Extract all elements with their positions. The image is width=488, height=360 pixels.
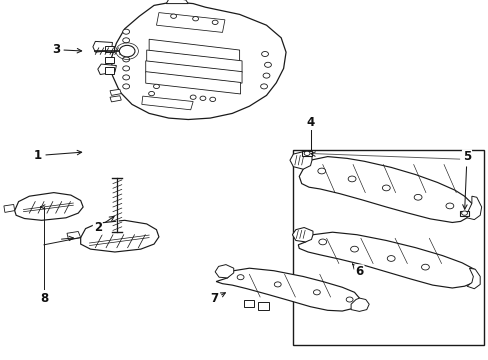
Circle shape xyxy=(318,239,326,245)
Bar xyxy=(104,46,114,52)
Polygon shape xyxy=(302,151,311,156)
Polygon shape xyxy=(145,61,242,83)
Polygon shape xyxy=(67,231,81,239)
Circle shape xyxy=(346,297,352,302)
Circle shape xyxy=(421,264,428,270)
Polygon shape xyxy=(145,72,240,94)
Polygon shape xyxy=(93,41,112,52)
Polygon shape xyxy=(110,96,121,102)
Polygon shape xyxy=(292,228,312,242)
Circle shape xyxy=(190,95,196,99)
Circle shape xyxy=(264,62,271,67)
Polygon shape xyxy=(156,13,224,32)
Circle shape xyxy=(122,38,129,43)
Circle shape xyxy=(263,73,269,78)
Bar xyxy=(293,150,483,345)
Text: 7: 7 xyxy=(210,292,225,305)
Polygon shape xyxy=(459,211,468,216)
Circle shape xyxy=(237,275,244,280)
Polygon shape xyxy=(216,268,359,311)
Circle shape xyxy=(413,194,421,200)
Text: 4: 4 xyxy=(306,116,314,129)
Circle shape xyxy=(313,290,320,295)
Circle shape xyxy=(153,84,159,89)
Polygon shape xyxy=(215,265,233,278)
Circle shape xyxy=(382,185,389,191)
Polygon shape xyxy=(466,196,481,220)
Circle shape xyxy=(122,47,129,52)
Polygon shape xyxy=(289,152,311,169)
Polygon shape xyxy=(146,50,242,72)
Polygon shape xyxy=(15,193,83,220)
Bar xyxy=(104,67,114,74)
Circle shape xyxy=(122,29,129,34)
Circle shape xyxy=(122,84,129,89)
Polygon shape xyxy=(98,64,116,75)
Polygon shape xyxy=(81,220,159,252)
Circle shape xyxy=(212,20,218,24)
Polygon shape xyxy=(111,2,285,120)
Polygon shape xyxy=(166,0,188,4)
Circle shape xyxy=(200,96,205,100)
Circle shape xyxy=(119,45,135,57)
Polygon shape xyxy=(110,89,121,95)
Polygon shape xyxy=(298,232,476,288)
Circle shape xyxy=(274,282,281,287)
Circle shape xyxy=(192,17,198,21)
Circle shape xyxy=(347,176,355,182)
Circle shape xyxy=(122,57,129,62)
Polygon shape xyxy=(149,39,239,62)
Text: 8: 8 xyxy=(40,292,48,305)
Circle shape xyxy=(445,203,453,209)
Circle shape xyxy=(209,97,215,102)
Polygon shape xyxy=(350,298,368,311)
Text: 3: 3 xyxy=(52,43,81,56)
Bar xyxy=(104,57,114,63)
Text: 5: 5 xyxy=(462,150,470,209)
Bar xyxy=(243,300,254,307)
Polygon shape xyxy=(4,204,15,212)
Circle shape xyxy=(170,14,176,18)
Text: 2: 2 xyxy=(94,216,114,234)
Circle shape xyxy=(261,51,268,57)
Circle shape xyxy=(350,246,358,252)
Text: 1: 1 xyxy=(34,149,81,162)
Bar xyxy=(258,302,268,310)
Circle shape xyxy=(148,91,154,96)
Circle shape xyxy=(260,84,267,89)
Circle shape xyxy=(122,66,129,71)
Circle shape xyxy=(304,151,309,156)
Circle shape xyxy=(317,168,325,174)
Polygon shape xyxy=(299,157,471,222)
Circle shape xyxy=(386,256,394,261)
Circle shape xyxy=(122,75,129,80)
Polygon shape xyxy=(466,268,479,289)
Circle shape xyxy=(461,211,467,215)
Text: 6: 6 xyxy=(352,264,363,278)
Polygon shape xyxy=(142,96,193,110)
